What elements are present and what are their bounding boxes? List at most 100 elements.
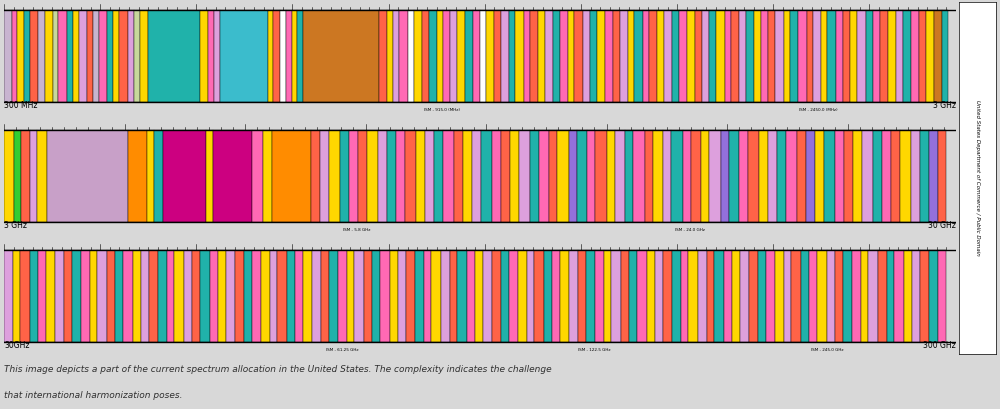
Bar — [724, 250, 732, 342]
Bar — [850, 10, 857, 102]
Bar — [158, 250, 167, 342]
Bar — [637, 250, 647, 342]
Bar — [133, 250, 141, 342]
Bar — [87, 10, 93, 102]
Bar — [577, 130, 587, 222]
Bar — [784, 250, 791, 342]
Bar — [208, 10, 214, 102]
Bar — [79, 10, 87, 102]
Bar — [450, 10, 457, 102]
Bar — [81, 250, 90, 342]
Bar — [396, 130, 405, 222]
Bar — [329, 130, 340, 222]
Bar — [509, 10, 515, 102]
Bar — [843, 250, 852, 342]
Bar — [539, 130, 549, 222]
Bar — [687, 10, 695, 102]
Bar — [218, 250, 226, 342]
Bar — [4, 130, 14, 222]
Bar — [560, 10, 568, 102]
Bar — [534, 250, 544, 342]
Bar — [672, 10, 679, 102]
Bar — [30, 10, 38, 102]
Bar — [58, 10, 67, 102]
Bar — [544, 250, 552, 342]
Bar — [852, 250, 861, 342]
Bar — [873, 10, 880, 102]
Bar — [415, 250, 424, 342]
Bar — [473, 10, 480, 102]
Bar — [813, 10, 821, 102]
Bar — [292, 10, 297, 102]
Bar — [545, 10, 553, 102]
Bar — [815, 130, 824, 222]
Bar — [510, 130, 519, 222]
Bar — [492, 130, 501, 222]
Text: ISM - 5.8 GHz: ISM - 5.8 GHz — [343, 229, 370, 232]
Bar — [663, 250, 672, 342]
Bar — [530, 10, 538, 102]
Bar — [731, 10, 739, 102]
Bar — [24, 10, 30, 102]
Bar — [268, 10, 273, 102]
Bar — [797, 130, 806, 222]
Bar — [277, 250, 287, 342]
Text: ISM - 61.25 GHz: ISM - 61.25 GHz — [326, 348, 358, 353]
Bar — [629, 250, 637, 342]
Bar — [590, 10, 597, 102]
Bar — [595, 250, 604, 342]
Bar — [553, 10, 560, 102]
Bar — [107, 10, 113, 102]
Bar — [597, 10, 605, 102]
Bar — [911, 10, 919, 102]
Bar — [53, 10, 58, 102]
Bar — [163, 130, 206, 222]
Bar — [457, 250, 467, 342]
Bar — [364, 250, 372, 342]
Bar — [920, 250, 929, 342]
Bar — [524, 10, 530, 102]
Bar — [824, 130, 835, 222]
Bar — [709, 10, 716, 102]
Bar — [509, 250, 518, 342]
Bar — [148, 10, 200, 102]
Bar — [664, 10, 672, 102]
Bar — [817, 250, 827, 342]
Bar — [261, 250, 270, 342]
Text: ISM - 245.0 GHz: ISM - 245.0 GHz — [811, 348, 844, 353]
Bar — [149, 250, 158, 342]
Bar — [647, 250, 655, 342]
Text: This image depicts a part of the current spectrum allocation in the United State: This image depicts a part of the current… — [4, 365, 552, 374]
Bar — [73, 10, 79, 102]
Bar — [538, 10, 545, 102]
Bar — [354, 250, 364, 342]
Bar — [416, 130, 425, 222]
Text: 3 GHz: 3 GHz — [4, 221, 27, 230]
Bar — [141, 250, 149, 342]
Bar — [714, 250, 724, 342]
Bar — [691, 130, 701, 222]
Bar — [679, 10, 687, 102]
Bar — [739, 130, 748, 222]
Text: 300 MHz: 300 MHz — [4, 101, 38, 110]
Bar — [4, 10, 12, 102]
Bar — [683, 130, 691, 222]
Bar — [844, 130, 853, 222]
Bar — [919, 10, 926, 102]
Bar — [431, 250, 441, 342]
Bar — [739, 10, 746, 102]
Bar — [38, 10, 45, 102]
Bar — [515, 10, 524, 102]
Bar — [303, 250, 312, 342]
Bar — [501, 250, 509, 342]
Bar — [557, 130, 569, 222]
Bar — [586, 250, 595, 342]
Bar — [615, 130, 625, 222]
Bar — [424, 250, 431, 342]
Bar — [303, 10, 379, 102]
Bar — [347, 250, 354, 342]
Bar — [649, 10, 657, 102]
Bar — [806, 130, 815, 222]
Bar — [611, 250, 621, 342]
Bar — [55, 250, 64, 342]
